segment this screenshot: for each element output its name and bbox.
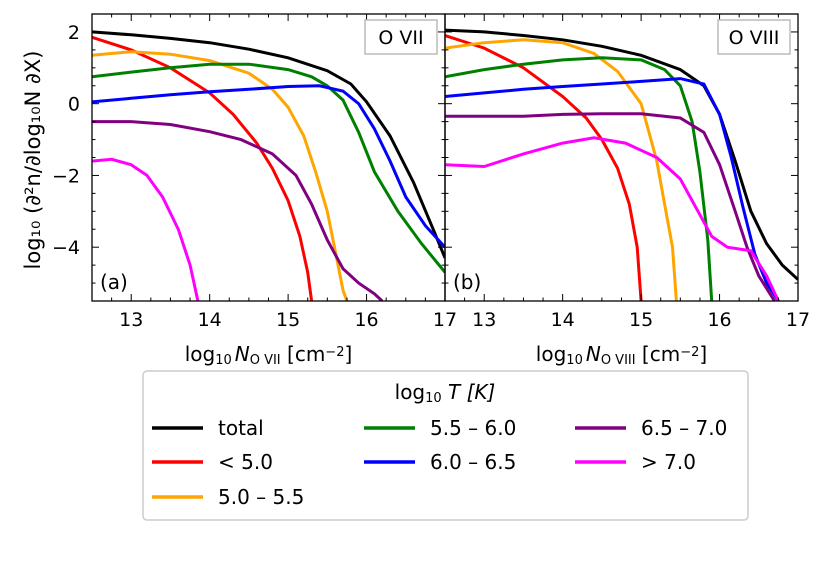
series-line-a-3 (92, 62, 445, 274)
legend-label: 5.5 – 6.0 (430, 416, 516, 440)
x-axis-label-part: N (586, 342, 601, 366)
x-tick-label: 17 (433, 309, 457, 331)
x-tick-label: 17 (786, 309, 810, 331)
series-line-b-2 (445, 38, 678, 301)
series-line-b-4 (445, 77, 780, 301)
series-line-a-6 (92, 157, 200, 301)
x-axis-label: log10 NO VII [cm−2] (185, 342, 353, 368)
series-line-b-6 (445, 136, 780, 301)
y-tick-label: 2 (68, 22, 80, 44)
legend: log10 T [K] total < 5.0 5.0 – 5.5 5.5 – 6.0 6… (142, 370, 749, 521)
x-axis-label: log10 NO VIII [cm−2] (536, 342, 707, 368)
x-axis-label-part: [cm (281, 342, 326, 366)
legend-title-part: log (395, 380, 426, 404)
series-line-b-5 (445, 112, 776, 301)
y-tick-label: −2 (52, 165, 80, 187)
x-axis-label-part: −2 (325, 345, 344, 360)
series-line-b-1 (445, 34, 643, 301)
x-tick-label: 16 (707, 309, 731, 331)
x-axis-label-part: O VII (250, 353, 281, 368)
legend-box (142, 370, 749, 521)
series-line-a-0 (92, 30, 445, 259)
series-line-b-0 (445, 28, 798, 281)
x-axis-label-part: 10 (215, 353, 232, 368)
legend-label: 5.0 – 5.5 (218, 485, 304, 509)
legend-title: log10 T [K] (395, 380, 496, 406)
panel-label: (a) (100, 270, 128, 294)
legend-label: 6.5 – 7.0 (641, 416, 727, 440)
series-line-a-5 (92, 120, 384, 301)
x-tick-label: 15 (276, 309, 300, 331)
panel-b: 13 14 15 16 17O VIII(b)log10 NO VIII [cm−2] (444, 13, 810, 368)
x-axis-label-part: ] (699, 342, 707, 366)
y-tick-label: −4 (52, 237, 80, 259)
panel-label: (b) (453, 270, 481, 294)
x-axis-label-part: O VIII (601, 353, 636, 368)
x-axis-label-part: 10 (566, 353, 583, 368)
series-line-a-1 (92, 35, 314, 301)
x-axis-label-part: N (235, 342, 250, 366)
x-tick-label: 13 (472, 309, 496, 331)
x-tick-label: 15 (629, 309, 653, 331)
plot-frame (444, 13, 799, 302)
x-tick-label: 14 (551, 309, 575, 331)
legend-label: > 7.0 (641, 450, 696, 474)
x-tick-label: 16 (354, 309, 378, 331)
ion-label: O VIII (729, 27, 780, 49)
legend-label: < 5.0 (218, 450, 273, 474)
legend-title-part: 10 (425, 391, 442, 406)
ion-label-box (717, 19, 791, 55)
x-axis-label-part: ] (344, 342, 352, 366)
series-line-a-2 (92, 50, 349, 301)
series-line-b-3 (445, 56, 714, 301)
y-tick-label: 0 (68, 94, 80, 116)
legend-title-part: T [K] (442, 380, 496, 404)
series-group (445, 28, 798, 301)
x-tick-label: 13 (119, 309, 143, 331)
legend-label: 6.0 – 6.5 (430, 450, 516, 474)
series-group (92, 30, 445, 301)
x-axis-label-part: [cm (636, 342, 681, 366)
ion-label-box (364, 19, 438, 55)
y-axis-label: log₁₀ (∂²n/∂log₁₀N ∂X) (21, 51, 45, 270)
ion-label: O VII (378, 27, 423, 49)
series-line-a-4 (92, 84, 445, 249)
x-tick-label: 14 (198, 309, 222, 331)
legend-label: total (218, 416, 264, 440)
x-axis-label-part: log (185, 342, 216, 366)
x-axis-label-part: log (536, 342, 567, 366)
x-axis-label-part: −2 (680, 345, 699, 360)
